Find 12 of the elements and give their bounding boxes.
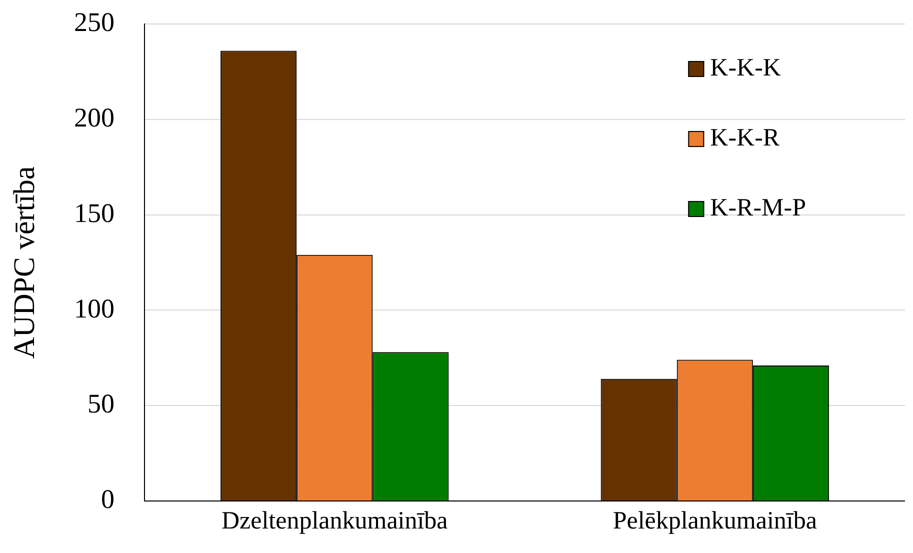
y-tick-label: 250: [74, 7, 114, 38]
legend-label: K-R-M-P: [710, 194, 806, 222]
y-tick-label: 150: [74, 198, 114, 228]
x-tick-label: Dzeltenplankumainība: [221, 508, 448, 535]
y-tick-label: 50: [88, 388, 114, 419]
y-tick-label: 100: [74, 293, 114, 324]
y-tick-label: 200: [74, 102, 114, 132]
y-axis-title: AUDPC vērtība: [8, 166, 41, 359]
x-tick-label: Pelēkplankumainība: [612, 508, 817, 535]
legend-label: K-K-K: [710, 54, 781, 82]
y-tick-label: 0: [101, 484, 114, 514]
legend-label: K-K-R: [710, 124, 780, 152]
